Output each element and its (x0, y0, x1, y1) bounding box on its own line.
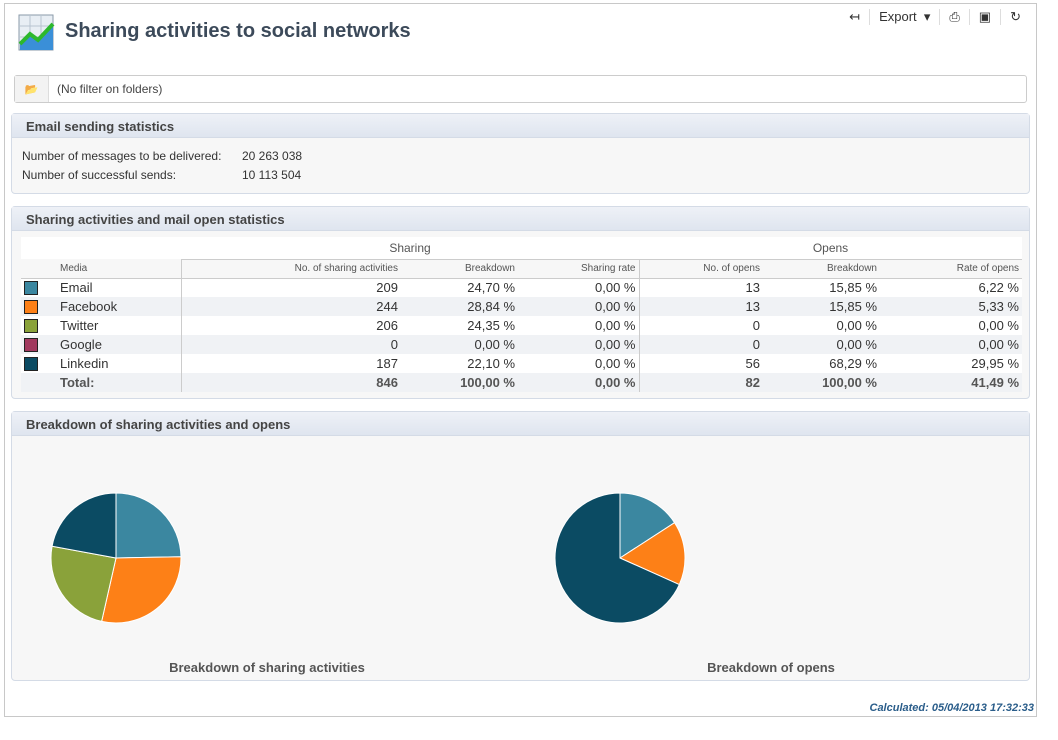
pie-slice-email (619, 492, 676, 559)
export-label: Export (879, 9, 917, 24)
cell-sbreak: 28,84 % (401, 297, 518, 316)
cell-shares: 244 (181, 297, 401, 316)
cell-opens: 56 (639, 354, 763, 373)
legend-swatch (24, 299, 38, 314)
legend-swatch (24, 337, 38, 352)
stat-label: Number of messages to be delivered: (22, 149, 222, 163)
sharing-pie-chart (50, 492, 182, 624)
sharing-pie-caption: Breakdown of sharing activities (169, 660, 365, 675)
folder-icon[interactable]: 📂 (15, 76, 49, 102)
col-sbreak: Breakdown (401, 259, 518, 279)
media-name: Email (51, 278, 182, 297)
cell-shares: 206 (181, 316, 401, 335)
total-sbreak: 100,00 % (401, 373, 518, 392)
report-frame (4, 3, 1037, 717)
stats-table: Sharing Opens Media No. of sharing activi… (21, 237, 1022, 392)
refresh-icon[interactable]: ↻ (1000, 9, 1030, 25)
col-shares: No. of sharing activities (181, 259, 401, 279)
total-row: Total: 846 100,00 % 0,00 % 82 100,00 % 41,49 % (21, 373, 1022, 392)
pie-slice-email (115, 492, 182, 559)
legend-swatch (24, 356, 38, 371)
cell-orate: 29,95 % (880, 354, 1022, 373)
media-name: Facebook (51, 297, 182, 316)
pie-slice-facebook (618, 521, 686, 586)
col-media: Media (51, 259, 182, 279)
legend-swatch (24, 281, 38, 296)
cell-sbreak: 0,00 % (401, 335, 518, 354)
total-opens: 82 (639, 373, 763, 392)
cell-orate: 5,33 % (880, 297, 1022, 316)
report-chart-icon (18, 14, 55, 51)
folder-filter[interactable]: 📂 (No filter on folders) (14, 75, 1027, 103)
stat-label: Number of successful sends: (22, 168, 177, 182)
pie-slice-linkedin (554, 492, 680, 624)
cell-obreak: 15,85 % (763, 278, 880, 297)
total-srate: 0,00 % (518, 373, 640, 392)
charts-title: Breakdown of sharing activities and open… (12, 412, 1029, 436)
col-opens: No. of opens (639, 259, 763, 279)
export-button[interactable]: Export ▾ (869, 9, 939, 25)
page-title: Sharing activities to social networks (65, 20, 411, 42)
cell-opens: 13 (639, 278, 763, 297)
cell-srate: 0,00 % (518, 278, 640, 297)
cell-obreak: 15,85 % (763, 297, 880, 316)
total-obreak: 100,00 % (763, 373, 880, 392)
table-row: Linkedin 187 22,10 % 0,00 % 56 68,29 % 29,95 % (21, 354, 1022, 373)
total-shares: 846 (181, 373, 401, 392)
group-sharing: Sharing (181, 237, 639, 260)
stats-table-title: Sharing activities and mail open statist… (12, 207, 1029, 231)
total-orate: 41,49 % (880, 373, 1022, 392)
email-stats-title: Email sending statistics (12, 114, 1029, 138)
table-row: Google 0 0,00 % 0,00 % 0 0,00 % 0,00 % (21, 335, 1022, 354)
cell-obreak: 0,00 % (763, 335, 880, 354)
media-name: Twitter (51, 316, 182, 335)
cell-sbreak: 22,10 % (401, 354, 518, 373)
opens-pie-caption: Breakdown of opens (707, 660, 835, 675)
pie-slice-twitter (50, 545, 117, 622)
stat-value: 10 113 504 (242, 168, 302, 182)
table-row: Twitter 206 24,35 % 0,00 % 0 0,00 % 0,00 % (21, 316, 1022, 335)
pie-slice-linkedin (51, 492, 117, 559)
media-name: Linkedin (51, 354, 182, 373)
legend-swatch (24, 318, 38, 333)
stats-table-panel: Sharing activities and mail open statist… (11, 206, 1030, 399)
cell-orate: 0,00 % (880, 316, 1022, 335)
media-name: Google (51, 335, 182, 354)
print-icon[interactable]: ⎙ (939, 9, 968, 25)
charts-panel: Breakdown of sharing activities and open… (11, 411, 1030, 681)
pie-slice-facebook (101, 556, 182, 624)
opens-pie-chart (554, 492, 686, 624)
save-icon[interactable]: ▣ (968, 9, 1000, 25)
cell-opens: 0 (639, 316, 763, 335)
col-obreak: Breakdown (763, 259, 880, 279)
cell-shares: 209 (181, 278, 401, 297)
group-opens: Opens (639, 237, 1022, 260)
stat-value: 20 263 038 (242, 149, 303, 163)
cell-opens: 13 (639, 297, 763, 316)
cell-srate: 0,00 % (518, 335, 640, 354)
back-icon[interactable]: ↤ (849, 9, 861, 24)
cell-srate: 0,00 % (518, 297, 640, 316)
toolbar: ↤ Export ▾ ⎙ ▣ ↻ (840, 8, 1030, 26)
cell-srate: 0,00 % (518, 316, 640, 335)
cell-srate: 0,00 % (518, 354, 640, 373)
cell-sbreak: 24,35 % (401, 316, 518, 335)
cell-opens: 0 (639, 335, 763, 354)
col-orate: Rate of opens (880, 259, 1022, 279)
cell-sbreak: 24,70 % (401, 278, 518, 297)
cell-shares: 187 (181, 354, 401, 373)
table-row: Email 209 24,70 % 0,00 % 13 15,85 % 6,22 % (21, 278, 1022, 297)
col-srate: Sharing rate (518, 259, 640, 279)
cell-shares: 0 (181, 335, 401, 354)
calculated-timestamp: Calculated: 05/04/2013 17:32:33 (869, 702, 1035, 714)
cell-obreak: 0,00 % (763, 316, 880, 335)
cell-obreak: 68,29 % (763, 354, 880, 373)
email-stats-panel: Email sending statistics Number of messa… (11, 113, 1030, 194)
total-label: Total: (51, 373, 182, 392)
cell-orate: 0,00 % (880, 335, 1022, 354)
folder-filter-text: (No filter on folders) (57, 82, 163, 96)
cell-orate: 6,22 % (880, 278, 1022, 297)
table-row: Facebook 244 28,84 % 0,00 % 13 15,85 % 5,33 % (21, 297, 1022, 316)
